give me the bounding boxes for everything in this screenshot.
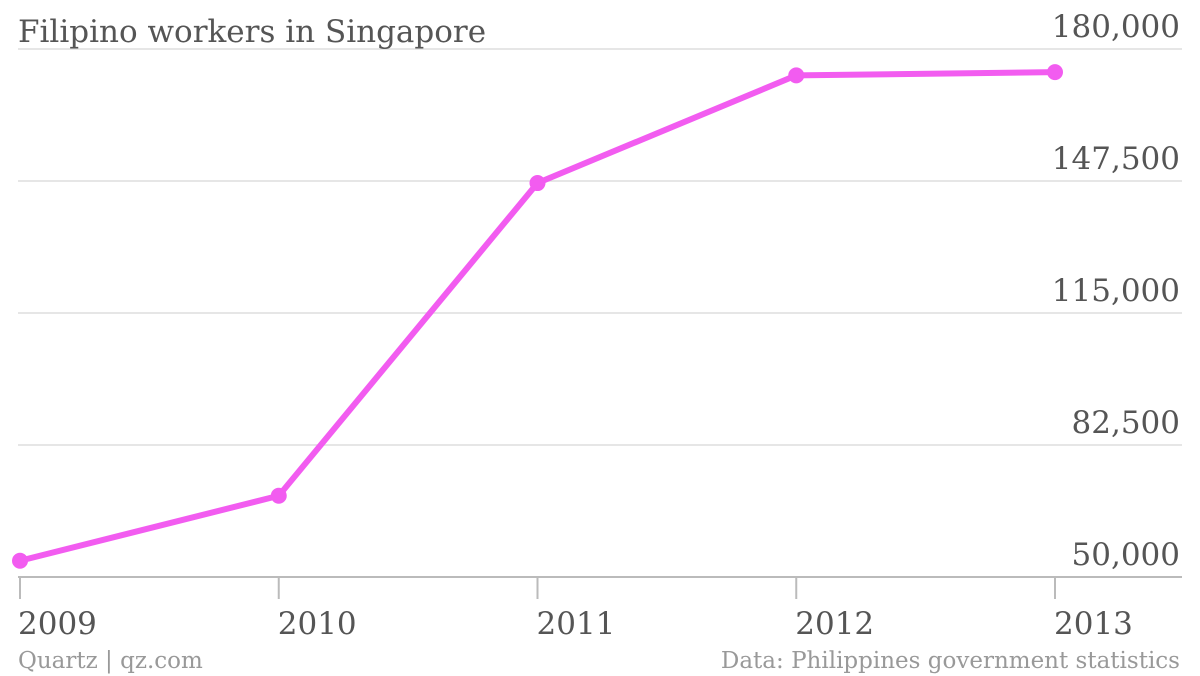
x-tick-label: 2012	[795, 606, 874, 642]
y-tick-label: 50,000	[1072, 537, 1180, 573]
x-tick-label: 2010	[278, 606, 357, 642]
source-right: Data: Philippines government statistics	[721, 648, 1180, 674]
x-axis: 2009 2010 2011 2012 2013	[18, 577, 1133, 642]
x-tick-label: 2011	[537, 606, 616, 642]
data-point	[270, 487, 287, 504]
y-tick-label: 147,500	[1052, 141, 1180, 177]
y-tick-label: 82,500	[1072, 405, 1180, 441]
series-line	[17, 69, 1058, 564]
x-tick-label: 2009	[18, 606, 97, 642]
gridlines	[18, 48, 1182, 578]
data-point	[12, 552, 28, 569]
data-point	[1047, 64, 1063, 81]
data-point	[788, 67, 805, 84]
y-tick-label: 115,000	[1052, 273, 1180, 309]
x-tick-label: 2013	[1054, 606, 1133, 642]
data-point	[529, 175, 546, 192]
series-line-group	[12, 64, 1063, 569]
chart-title: Filipino workers in Singapore	[18, 14, 486, 50]
y-axis-tick-labels: 50,000 82,500 115,000 147,500 180,000	[1052, 9, 1180, 573]
y-tick-label: 180,000	[1052, 9, 1180, 45]
source-left: Quartz | qz.com	[18, 648, 203, 674]
